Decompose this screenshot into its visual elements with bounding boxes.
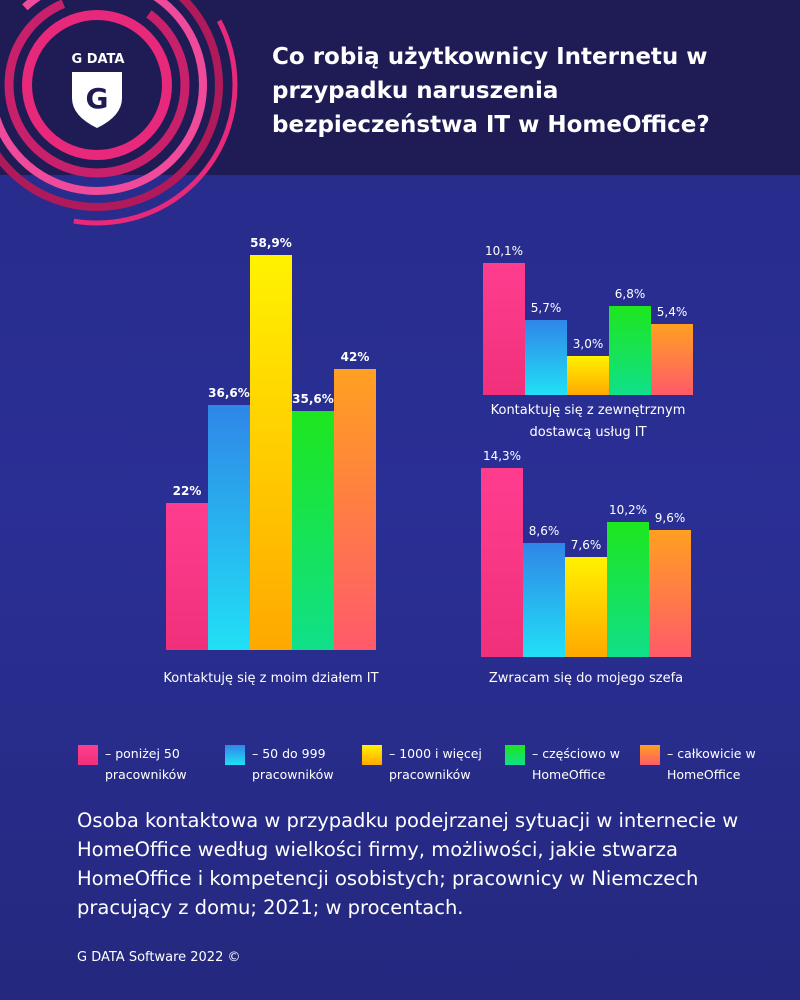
bar (166, 502, 208, 650)
value-label: 5,4% (656, 305, 688, 320)
chart-label: Kontaktuję się z zewnętrznym dostawcą us… (490, 403, 686, 440)
value-label: 58,9% (250, 236, 292, 251)
legend-swatch (640, 745, 660, 765)
value-label: 36,6% (208, 385, 250, 400)
legend-label: – 50 do 999 pracowników (252, 746, 334, 782)
value-label: 8,6% (528, 524, 560, 539)
value-label: 9,6% (654, 511, 686, 526)
bar (250, 255, 292, 650)
legend-label: – 1000 i więcej pracowników (389, 746, 482, 782)
legend-label: – częściowo w HomeOffice (532, 746, 620, 782)
chart-label: Kontaktuję się z moim działem IT (163, 671, 379, 686)
logo: G DATA (71, 52, 125, 67)
legend-swatch (362, 745, 382, 765)
svg-text:G: G (86, 82, 109, 115)
value-label: 7,6% (570, 537, 602, 552)
description: Osoba kontaktowa w przypadku podejrzanej… (77, 809, 739, 919)
legend-swatch (225, 745, 245, 765)
bar (292, 411, 334, 650)
chart-label: Zwracam się do mojego szefa (488, 671, 684, 686)
value-label: 10,1% (484, 243, 524, 258)
bar (609, 305, 651, 395)
legend-swatch (78, 745, 98, 765)
bar (523, 543, 565, 657)
bar (481, 468, 523, 657)
bar (607, 522, 649, 657)
value-label: 35,6% (292, 392, 334, 407)
bar (567, 355, 609, 395)
title: Co robią użytkownicy Internetu w przypad… (272, 44, 710, 138)
value-label: 22% (172, 483, 202, 498)
decoration: G (0, 0, 238, 226)
bar (649, 530, 691, 657)
value-label: 10,2% (608, 503, 648, 518)
value-label: 5,7% (530, 301, 562, 316)
bar (565, 556, 607, 657)
value-label: 42% (340, 349, 370, 364)
value-label: 14,3% (482, 449, 522, 464)
bar (483, 262, 525, 395)
bar (525, 320, 567, 395)
legend-swatch (505, 745, 525, 765)
bar (334, 368, 376, 650)
header: G G DATA Co robią użytkownicy Internetu … (0, 0, 800, 226)
bar (208, 404, 250, 650)
legend-label: – całkowicie w HomeOffice (667, 746, 756, 782)
legend-label: – poniżej 50 pracowników (105, 746, 187, 782)
bar (651, 324, 693, 395)
value-label: 6,8% (614, 286, 646, 301)
footer: G DATA Software 2022 © (77, 950, 241, 965)
value-label: 3,0% (572, 336, 604, 351)
